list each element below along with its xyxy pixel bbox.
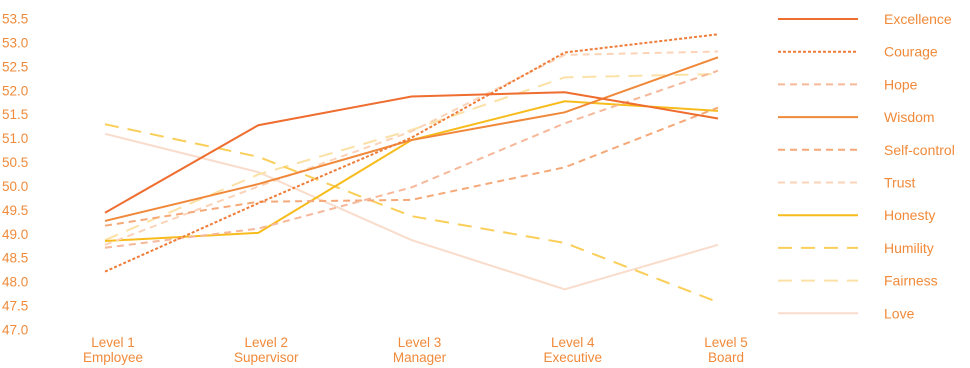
y-tick-label: 51.5 bbox=[2, 107, 28, 122]
x-tick-label: Executive bbox=[543, 350, 602, 365]
series-line-hope bbox=[104, 69, 719, 249]
x-tick-label: Level 1 bbox=[91, 335, 135, 350]
x-tick-label: Level 4 bbox=[551, 335, 595, 350]
x-tick-label: Level 5 bbox=[704, 335, 748, 350]
legend-label: Wisdom bbox=[884, 109, 935, 125]
series-line-self-control bbox=[104, 106, 719, 227]
series-lines bbox=[104, 33, 719, 304]
x-tick-label: Board bbox=[708, 350, 744, 365]
x-tick-label: Manager bbox=[393, 350, 447, 365]
y-tick-label: 50.5 bbox=[2, 155, 28, 170]
y-tick-label: 50.0 bbox=[2, 179, 28, 194]
legend: Excellence Courage Hope Wisdom Self-control T… bbox=[778, 11, 955, 321]
legend-label: Excellence bbox=[884, 11, 952, 27]
series-line-courage bbox=[104, 33, 719, 273]
x-tick-label: Level 2 bbox=[244, 335, 288, 350]
series-line-trust bbox=[104, 50, 719, 246]
y-tick-label: 53.0 bbox=[2, 35, 28, 50]
y-tick-label: 48.0 bbox=[2, 275, 28, 290]
x-tick-label: Supervisor bbox=[234, 350, 299, 365]
legend-label: Trust bbox=[884, 175, 915, 191]
series-line-honesty bbox=[104, 100, 719, 243]
y-axis: 47.0 47.5 48.0 48.5 49.0 49.5 50.0 50.5 51.0 51.5… bbox=[2, 12, 28, 338]
x-tick-label: Employee bbox=[83, 350, 143, 365]
legend-label: Humility bbox=[884, 240, 934, 256]
series-line-fairness bbox=[104, 73, 719, 241]
x-tick-label: Level 3 bbox=[398, 335, 442, 350]
y-tick-label: 49.0 bbox=[2, 227, 28, 242]
legend-label: Courage bbox=[884, 44, 938, 60]
y-tick-label: 49.5 bbox=[2, 203, 28, 218]
legend-label: Hope bbox=[884, 76, 918, 92]
legend-label: Honesty bbox=[884, 207, 935, 223]
series-line-love bbox=[104, 132, 719, 291]
y-tick-label: 48.5 bbox=[2, 251, 28, 266]
y-tick-label: 52.5 bbox=[2, 59, 28, 74]
series-line-wisdom bbox=[104, 56, 719, 222]
y-tick-label: 47.5 bbox=[2, 299, 28, 314]
y-tick-label: 51.0 bbox=[2, 131, 28, 146]
y-tick-label: 53.5 bbox=[2, 12, 28, 27]
series-line-humility bbox=[104, 123, 719, 304]
legend-label: Self-control bbox=[884, 142, 955, 158]
series-line-excellence bbox=[104, 91, 719, 214]
legend-label: Love bbox=[884, 305, 915, 321]
y-tick-label: 47.0 bbox=[2, 323, 28, 338]
legend-label: Fairness bbox=[884, 273, 938, 289]
y-tick-label: 52.0 bbox=[2, 83, 28, 98]
